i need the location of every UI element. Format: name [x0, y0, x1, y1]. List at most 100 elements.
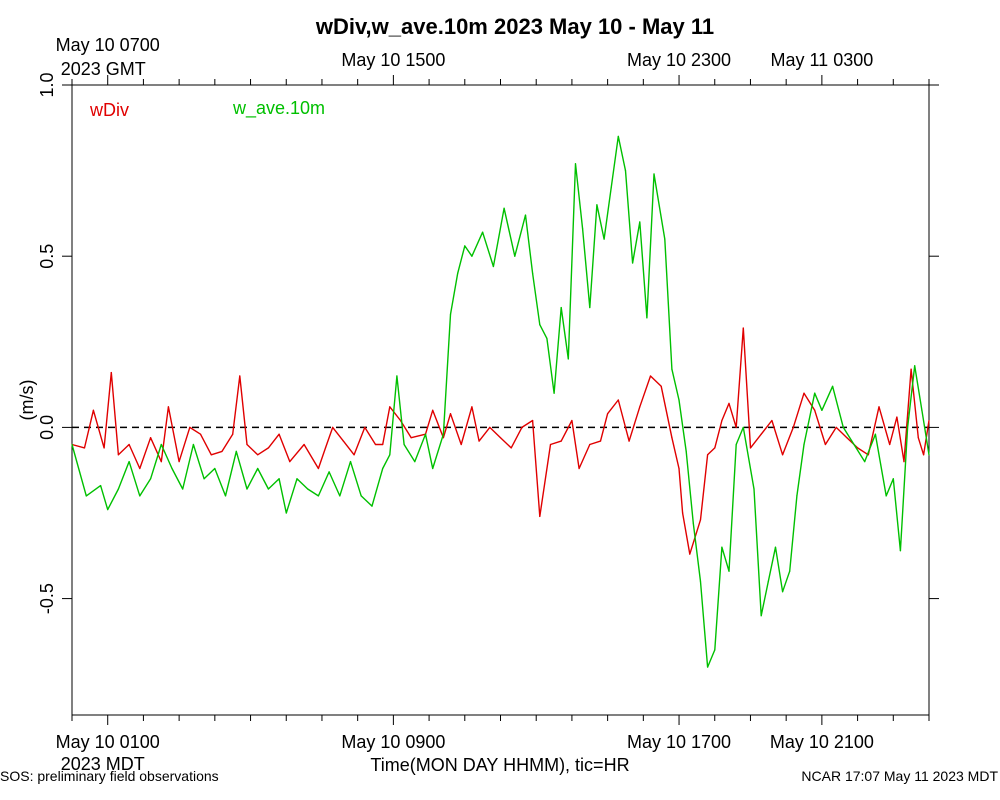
series-wdiv-point — [382, 443, 384, 446]
series-wdiv-point — [649, 375, 652, 377]
series-wdiv-point — [549, 443, 552, 446]
series-wdiv-point — [889, 443, 891, 446]
series-w-ave-10m-point — [589, 306, 591, 309]
series-wdiv-point — [410, 437, 412, 439]
series-wdiv-point — [278, 433, 280, 435]
series-wdiv-point — [824, 443, 827, 446]
series-w-ave-10m-point — [235, 450, 237, 452]
series-wdiv-point — [699, 519, 702, 521]
series-wdiv-point — [910, 368, 912, 370]
series-wdiv-point — [353, 454, 355, 456]
series-wdiv-point — [471, 406, 473, 408]
series-wdiv-point — [232, 433, 234, 435]
series-wdiv-point — [399, 419, 402, 422]
series-wdiv-point — [896, 416, 898, 418]
series-w-ave-10m-point — [107, 508, 109, 511]
series-wdiv-point — [639, 406, 641, 408]
series-wdiv-point — [478, 440, 480, 442]
series-w-ave-10m-point — [842, 426, 844, 428]
series-w-ave-10m-point — [685, 450, 687, 452]
series-w-ave-10m-point — [767, 580, 769, 583]
series-w-ave-10m-point — [742, 426, 744, 428]
series-w-ave-10m-point — [182, 488, 184, 490]
series-w-ave-10m-point — [149, 478, 152, 480]
series-wdiv-point — [781, 454, 784, 456]
series-w-ave-10m-point — [632, 262, 634, 264]
series-wdiv-point — [103, 447, 105, 449]
series-w-ave-10m-point — [560, 306, 562, 309]
series-w-ave-10m-point — [831, 385, 834, 387]
series-w-ave-10m-point — [539, 324, 541, 326]
series-wdiv-point — [760, 433, 762, 435]
series-group — [71, 135, 930, 668]
series-wdiv-point — [742, 327, 744, 329]
top-tick-label: May 10 1500 — [341, 50, 445, 70]
series-wdiv-point — [803, 392, 805, 394]
series-wdiv-point — [923, 454, 925, 456]
series-w-ave-10m-point — [678, 399, 680, 401]
series-w-ave-10m-point — [99, 484, 102, 487]
plot-frame — [71, 84, 930, 716]
series-wdiv-point — [167, 406, 170, 408]
series-w-ave-10m-point — [492, 265, 494, 268]
series-w-ave-10m-point — [874, 433, 877, 435]
series-wdiv-point — [221, 450, 223, 452]
chart-title: wDiv,w_ave.10m 2023 May 10 - May 11 — [315, 14, 714, 39]
series-w-ave-10m-point — [928, 454, 930, 456]
series-w-ave-10m-point — [117, 488, 120, 490]
series-w-ave-10m-point — [582, 228, 584, 230]
series-w-ave-10m-point — [128, 461, 130, 463]
series-wdiv-point — [714, 447, 716, 449]
series-wdiv-point — [449, 413, 452, 415]
series-wdiv-point — [814, 409, 816, 411]
footer-right-note: NCAR 17:07 May 11 2023 MDT — [801, 768, 998, 784]
series-w-ave-10m-point — [296, 478, 298, 480]
series-w-ave-10m-point — [714, 649, 716, 651]
series-w-ave-10m-point — [424, 433, 427, 435]
series-w-ave-10m-point — [610, 187, 612, 189]
series-w-ave-10m-point — [317, 495, 319, 497]
series-wdiv-point — [117, 454, 120, 456]
top-tick-label: May 10 2300 — [627, 50, 731, 70]
series-wdiv-point — [149, 437, 152, 439]
series-wdiv-point — [324, 447, 327, 449]
series-w-ave-10m-point — [914, 365, 916, 367]
series-wdiv-point — [735, 426, 737, 428]
y-axis-label: (m/s) — [17, 380, 37, 421]
series-w-ave-10m-point — [899, 550, 902, 552]
series-w-ave-10m-point — [653, 173, 655, 175]
series-w-ave-10m-point — [853, 443, 855, 446]
series-wdiv-point — [210, 454, 212, 456]
series-w-ave-10m-point — [449, 313, 452, 316]
series-w-ave-10m-point — [699, 580, 702, 583]
series-wdiv-point — [199, 433, 202, 435]
series-wdiv-point — [678, 467, 680, 470]
series-w-ave-10m-point — [596, 204, 598, 206]
series-w-ave-10m-point — [160, 443, 162, 446]
series-w-ave-10m-point — [503, 207, 505, 209]
series-wdiv-point — [835, 426, 837, 428]
series-wdiv-point — [92, 409, 95, 411]
footer-left-note: SOS: preliminary field observations — [0, 768, 219, 784]
series-w-ave-10m-point — [339, 495, 341, 497]
bottom-tick-label: May 10 0900 — [341, 732, 445, 752]
series-w-ave-10m-point — [821, 409, 823, 411]
series-w-ave-10m-point — [814, 392, 816, 394]
series-w-ave-10m-point — [203, 478, 205, 480]
series-w-ave-10m-point — [728, 570, 730, 572]
series-w-ave-10m-point — [139, 495, 141, 497]
series-wdiv-point — [239, 375, 241, 377]
series-w-ave-10m-point — [442, 433, 444, 435]
top-tick-label: May 10 0700 — [56, 35, 160, 55]
series-wdiv-point — [499, 437, 502, 439]
series-w-ave-10m-point — [864, 461, 866, 463]
series-w-ave-10m-point — [524, 214, 527, 216]
y-tick-label: 1.0 — [37, 72, 57, 97]
series-wdiv-line — [71, 327, 930, 555]
top-tick-label: May 11 0300 — [771, 50, 874, 70]
series-w-ave-10m-point — [278, 478, 280, 480]
series-w-ave-10m-point — [639, 221, 641, 223]
series-wdiv-point — [928, 419, 930, 422]
series-wdiv-point — [707, 454, 709, 456]
